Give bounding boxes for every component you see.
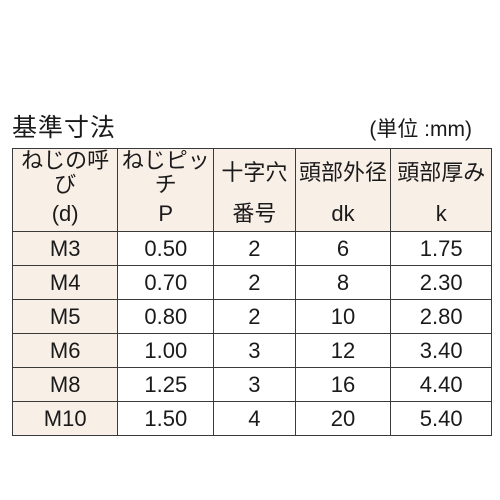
cell-k: 5.40 (391, 402, 492, 436)
col-header-d-2: (d) (13, 197, 118, 232)
unit-label: (単位 :mm) (369, 113, 472, 143)
cell-k: 1.75 (391, 232, 492, 266)
cell-k: 3.40 (391, 334, 492, 368)
cell-d: M5 (13, 300, 118, 334)
cell-cross: 4 (214, 402, 295, 436)
col-header-pitch-1: ねじピッチ (118, 149, 214, 198)
cell-k: 4.40 (391, 368, 492, 402)
cell-p: 1.25 (118, 368, 214, 402)
cell-p: 0.50 (118, 232, 214, 266)
cell-dk: 8 (295, 266, 391, 300)
col-header-dk-1: 頭部外径 (295, 149, 391, 198)
table-title: 基準寸法 (12, 108, 116, 144)
table-row: M3 0.50 2 6 1.75 (13, 232, 492, 266)
cell-p: 1.50 (118, 402, 214, 436)
cell-d: M10 (13, 402, 118, 436)
cell-cross: 2 (214, 232, 295, 266)
dimension-table: ねじの呼び ねじピッチ 十字穴 頭部外径 頭部厚み (d) P 番号 dk k … (12, 148, 492, 436)
cell-cross: 2 (214, 300, 295, 334)
cell-d: M3 (13, 232, 118, 266)
cell-cross: 3 (214, 368, 295, 402)
cell-k: 2.30 (391, 266, 492, 300)
cell-dk: 12 (295, 334, 391, 368)
cell-dk: 16 (295, 368, 391, 402)
table-row: M6 1.00 3 12 3.40 (13, 334, 492, 368)
col-header-cross-2: 番号 (214, 197, 295, 232)
cell-k: 2.80 (391, 300, 492, 334)
cell-p: 0.70 (118, 266, 214, 300)
cell-d: M6 (13, 334, 118, 368)
col-header-k-2: k (391, 197, 492, 232)
col-header-d-1: ねじの呼び (13, 149, 118, 198)
table-row: M5 0.80 2 10 2.80 (13, 300, 492, 334)
table-body: M3 0.50 2 6 1.75 M4 0.70 2 8 2.30 M5 0.8… (13, 232, 492, 436)
cell-cross: 2 (214, 266, 295, 300)
col-header-cross-1: 十字穴 (214, 149, 295, 198)
header-row: 基準寸法 (単位 :mm) (0, 108, 500, 148)
cell-d: M4 (13, 266, 118, 300)
cell-dk: 10 (295, 300, 391, 334)
col-header-dk-2: dk (295, 197, 391, 232)
dimension-spec-block: 基準寸法 (単位 :mm) ねじの呼び ねじピッチ 十字穴 頭部外径 頭部厚み … (0, 108, 500, 436)
cell-dk: 20 (295, 402, 391, 436)
cell-dk: 6 (295, 232, 391, 266)
table-row: M8 1.25 3 16 4.40 (13, 368, 492, 402)
cell-cross: 3 (214, 334, 295, 368)
table-row: M4 0.70 2 8 2.30 (13, 266, 492, 300)
table-header: ねじの呼び ねじピッチ 十字穴 頭部外径 頭部厚み (d) P 番号 dk k (13, 149, 492, 232)
cell-p: 0.80 (118, 300, 214, 334)
col-header-k-1: 頭部厚み (391, 149, 492, 198)
col-header-pitch-2: P (118, 197, 214, 232)
table-row: M10 1.50 4 20 5.40 (13, 402, 492, 436)
cell-d: M8 (13, 368, 118, 402)
cell-p: 1.00 (118, 334, 214, 368)
